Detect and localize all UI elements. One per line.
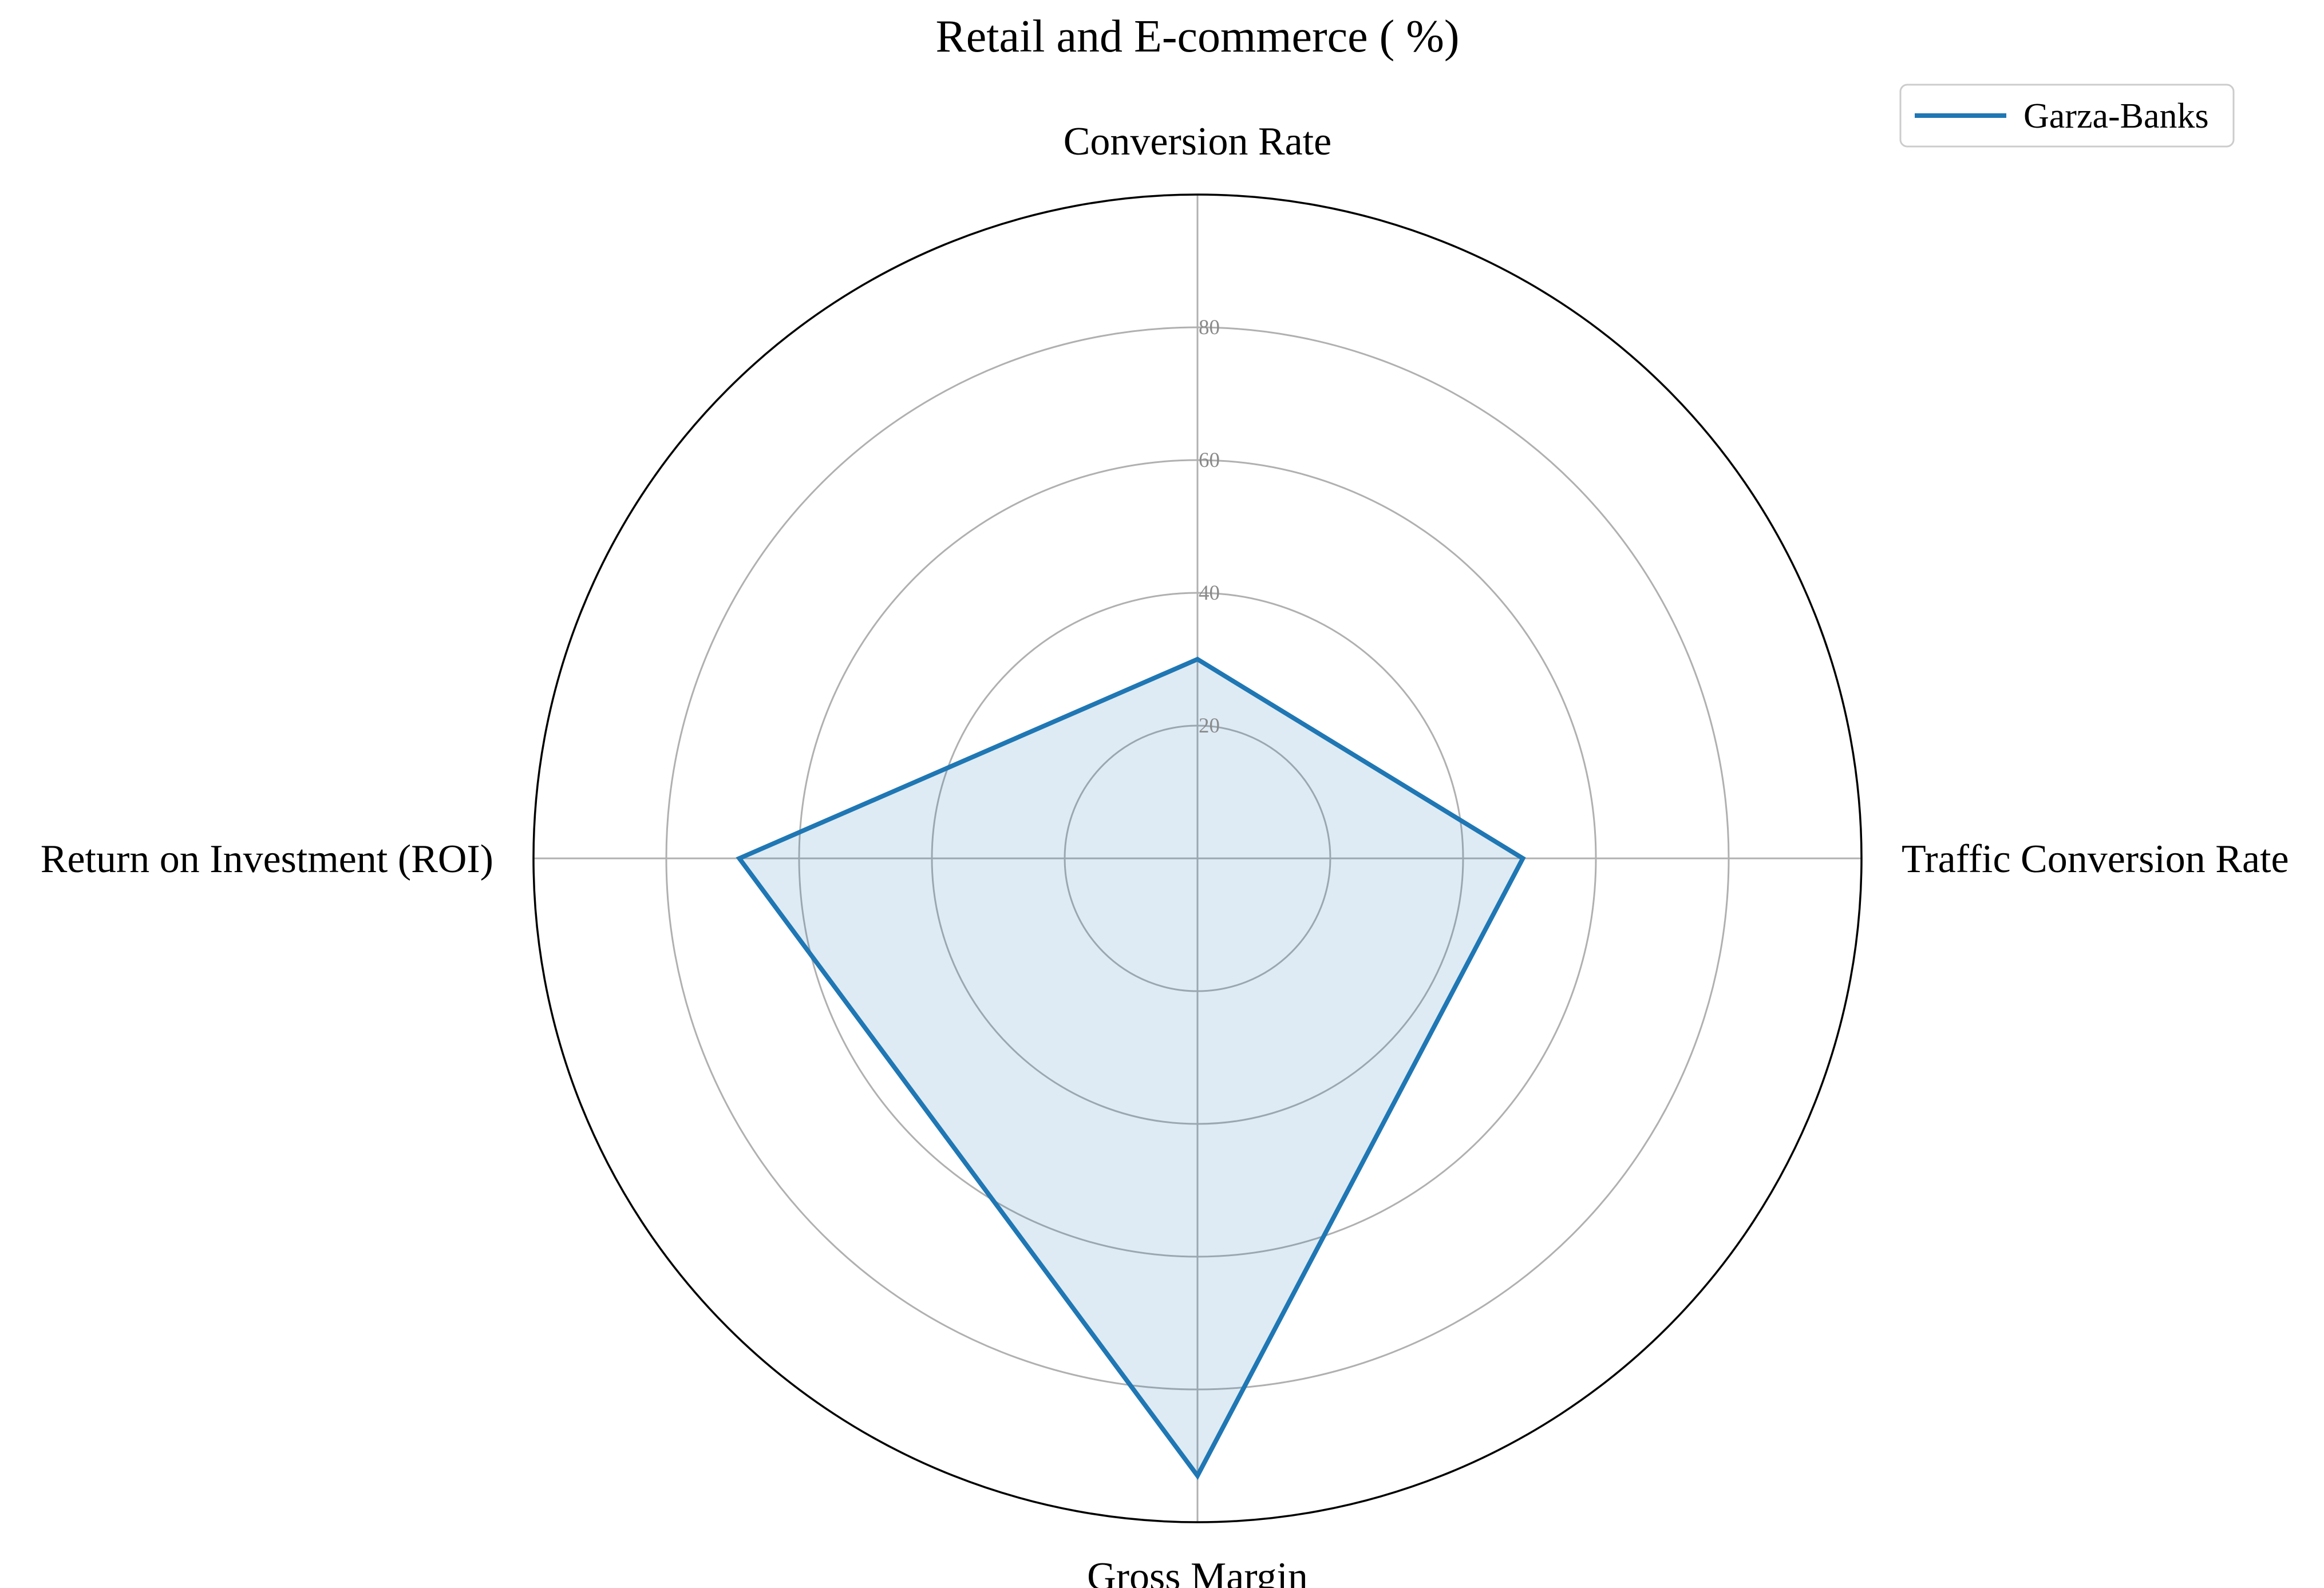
legend-label-garza-banks: Garza-Banks [2023,97,2209,136]
axis-label-return-on-investment-roi: Return on Investment (ROI) [41,837,493,881]
rtick-label-20: 20 [1199,714,1220,738]
axis-label-gross-margin: Gross Margin [1087,1555,1308,1588]
chart-title: Retail and E-commerce ( %) [935,11,1459,62]
radial-tick-labels: 20 40 60 80 [1199,316,1220,738]
series-fill-garza-banks [739,659,1523,1476]
rtick-label-80: 80 [1199,316,1220,339]
series-line-garza-banks [736,656,1526,1480]
axis-label-traffic-conversion-rate: Traffic Conversion Rate [1902,837,2289,881]
rtick-label-60: 60 [1199,449,1220,472]
polar-frame [532,193,1863,1523]
series-layer [736,656,1526,1480]
legend: Garza-Banks [1899,84,2235,148]
radial-grid [532,193,1863,1523]
axis-label-conversion-rate: Conversion Rate [1064,120,1332,164]
rtick-label-40: 40 [1199,581,1220,605]
legend-frame [1899,84,2235,148]
axis-labels: Conversion Rate Traffic Conversion Rate Gr… [41,120,2289,1588]
